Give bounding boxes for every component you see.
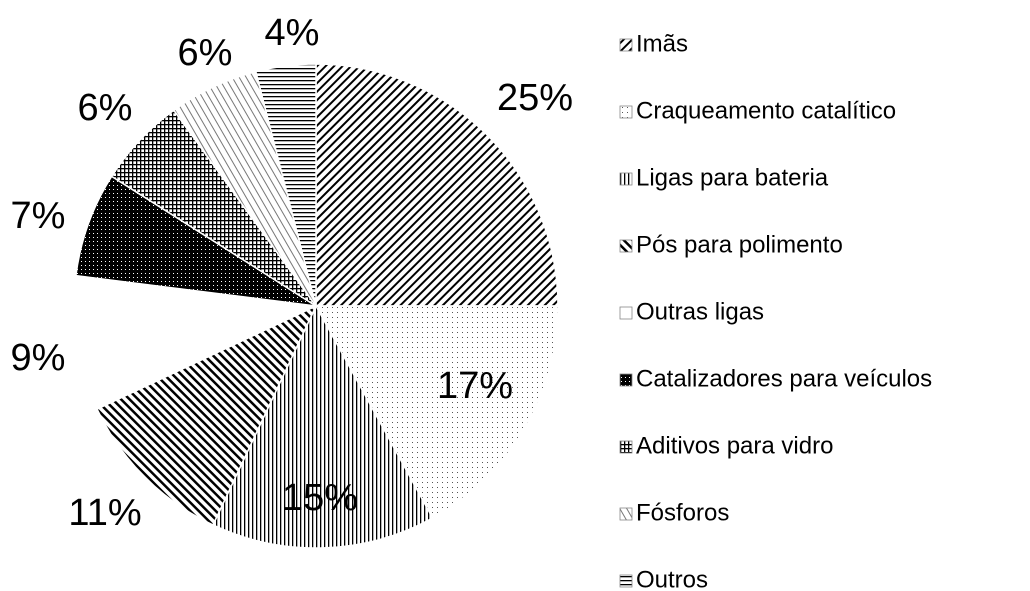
pie-slice bbox=[315, 63, 559, 307]
data-label: 6% bbox=[78, 87, 133, 129]
legend-swatch bbox=[619, 172, 633, 186]
legend-label: Outras ligas bbox=[636, 298, 764, 325]
data-label: 4% bbox=[265, 12, 320, 54]
data-label: 9% bbox=[11, 337, 66, 379]
pie-slice bbox=[73, 274, 319, 411]
legend-swatch bbox=[619, 373, 633, 387]
legend-swatch bbox=[619, 507, 633, 521]
legend-swatch bbox=[619, 105, 633, 119]
legend-label: Ligas para bateria bbox=[636, 164, 829, 191]
legend-label: Outros bbox=[636, 566, 708, 591]
legend-swatch bbox=[619, 440, 633, 454]
legend-swatch bbox=[619, 574, 633, 588]
pie-slice bbox=[314, 305, 559, 520]
legend-label: Fósforos bbox=[636, 499, 729, 526]
data-label: 11% bbox=[68, 492, 141, 534]
legend-swatch bbox=[619, 38, 633, 52]
data-label: 6% bbox=[178, 32, 233, 74]
legend-label: Pós para polimento bbox=[636, 231, 843, 258]
legend-label: Aditivos para vidro bbox=[636, 432, 833, 459]
legend-label: Craqueamento catalítico bbox=[636, 97, 896, 124]
legend-label: Imãs bbox=[636, 30, 688, 57]
legend-swatch bbox=[619, 306, 633, 320]
data-label: 25% bbox=[497, 77, 573, 119]
pie-slice bbox=[211, 304, 434, 549]
legend-swatch bbox=[619, 239, 633, 253]
pie-slice bbox=[75, 175, 317, 307]
legend-label: Catalizadores para veículos bbox=[636, 365, 932, 392]
data-label: 17% bbox=[437, 365, 513, 407]
data-label: 15% bbox=[282, 477, 358, 519]
pie-slice bbox=[96, 304, 318, 526]
data-label: 7% bbox=[11, 195, 66, 237]
pie-slice bbox=[254, 63, 317, 307]
